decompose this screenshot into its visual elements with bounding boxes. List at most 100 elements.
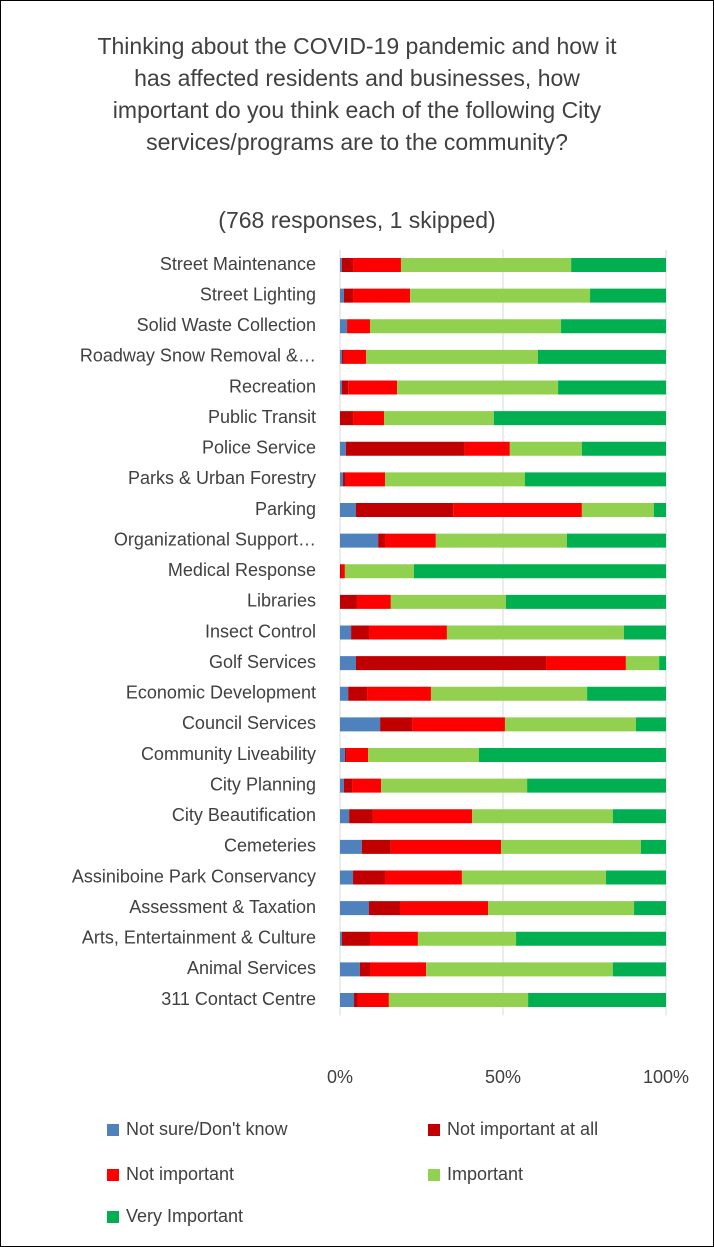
y-tick-label: 311 Contact Centre xyxy=(161,989,316,1009)
bar-segment xyxy=(366,349,538,364)
y-tick-label: City Beautification xyxy=(172,805,316,825)
bar-segment xyxy=(380,717,413,732)
bar-segment xyxy=(501,839,641,854)
bar-segment xyxy=(340,901,370,916)
bar-segment xyxy=(369,901,400,916)
bar-segment xyxy=(343,778,353,793)
bar-segment xyxy=(453,503,582,517)
bar-segment xyxy=(353,288,411,303)
bar-segment xyxy=(345,441,465,456)
bar-segment xyxy=(528,993,666,1007)
bar-segment xyxy=(590,288,666,303)
bar-segment xyxy=(346,748,369,762)
y-tick-label: Insect Control xyxy=(205,621,316,641)
bar-segment xyxy=(636,717,666,732)
bar-segment xyxy=(581,503,654,517)
bar-segment xyxy=(340,349,342,364)
bar-segment xyxy=(612,809,666,824)
bar-segment xyxy=(390,839,502,854)
y-tick-label: Street Lighting xyxy=(200,284,316,304)
bar-segment xyxy=(612,962,666,977)
bar-segment xyxy=(340,533,379,548)
bar-segment xyxy=(381,778,528,793)
bar-segment xyxy=(505,594,666,609)
bar-segment xyxy=(546,656,626,671)
bar-segment xyxy=(399,901,489,916)
y-tick-label: Public Transit xyxy=(208,407,316,427)
bar-segment xyxy=(346,319,348,334)
y-tick-label: Police Service xyxy=(202,438,316,458)
y-tick-label: Community Liveability xyxy=(141,744,316,764)
y-tick-label: Parks & Urban Forestry xyxy=(128,468,316,488)
y-tick-label: Medical Response xyxy=(168,560,316,580)
bar-segment xyxy=(417,931,517,946)
bar-segment xyxy=(464,441,510,456)
bar-segment xyxy=(516,931,666,946)
bar-segment xyxy=(571,258,666,272)
y-tick-label: Economic Development xyxy=(126,683,316,703)
bar-segment xyxy=(509,441,582,456)
bar-segment xyxy=(341,380,349,395)
bar-segment xyxy=(378,533,385,548)
bar-segment xyxy=(397,380,559,395)
bar-segment xyxy=(340,258,342,272)
bar-segment xyxy=(384,411,494,426)
bar-segment xyxy=(388,993,529,1007)
y-tick-label: Golf Services xyxy=(209,652,316,672)
bar-segment xyxy=(340,931,342,946)
bar-segment xyxy=(340,870,354,885)
bar-segment xyxy=(414,564,666,579)
bar-segment xyxy=(537,349,666,364)
bar-segment xyxy=(357,993,389,1007)
bar-segment xyxy=(341,349,344,364)
bar-segment xyxy=(340,319,347,334)
bar-segment xyxy=(426,962,613,977)
y-tick-label: Assiniboine Park Conservancy xyxy=(72,866,316,886)
bar-segment xyxy=(348,380,398,395)
bar-segment xyxy=(340,472,343,487)
bar-segment xyxy=(345,472,385,487)
bar-segment xyxy=(340,441,346,456)
bar-segment xyxy=(430,686,588,701)
bar-segment xyxy=(488,901,635,916)
bar-segment xyxy=(340,717,381,732)
bar-segment xyxy=(354,993,358,1007)
bar-segment xyxy=(343,349,367,364)
y-tick-label: Organizational Support… xyxy=(114,529,316,549)
bar-segment xyxy=(384,472,525,487)
bar-segment xyxy=(493,411,666,426)
y-tick-label: Arts, Entertainment & Culture xyxy=(82,928,316,948)
legend-label: Not sure/Don't know xyxy=(126,1119,289,1139)
bar-segment xyxy=(340,380,342,395)
y-tick-label: Council Services xyxy=(182,713,316,733)
legend-swatch xyxy=(107,1169,119,1181)
bar-segment xyxy=(587,686,666,701)
bar-segment xyxy=(340,625,352,640)
bar-segment xyxy=(341,258,354,272)
bar-segment xyxy=(369,319,562,334)
legend-swatch xyxy=(428,1124,440,1136)
bar-segment xyxy=(625,656,660,671)
bar-segment xyxy=(353,870,385,885)
bar-segment xyxy=(344,564,415,579)
bar-segment xyxy=(359,962,370,977)
bar-segment xyxy=(340,962,360,977)
bar-segment xyxy=(355,503,454,517)
bar-segment xyxy=(369,625,447,640)
chart-title: Thinking about the COVID-19 pandemic and… xyxy=(97,33,617,155)
bar-segment xyxy=(384,533,436,548)
bar-segment xyxy=(340,686,349,701)
bar-segment xyxy=(461,870,607,885)
bar-segment xyxy=(340,656,356,671)
legend-swatch xyxy=(428,1169,440,1181)
bar-segment xyxy=(341,931,370,946)
bar-segment xyxy=(367,686,431,701)
bar-segment xyxy=(558,380,666,395)
x-tick-label: 0% xyxy=(327,1067,353,1087)
x-tick-label: 50% xyxy=(485,1067,521,1087)
bar-segment xyxy=(352,778,382,793)
bar-segment xyxy=(340,778,344,793)
legend-label: Important xyxy=(447,1164,523,1184)
bar-segment xyxy=(372,809,473,824)
bar-segment xyxy=(349,809,373,824)
